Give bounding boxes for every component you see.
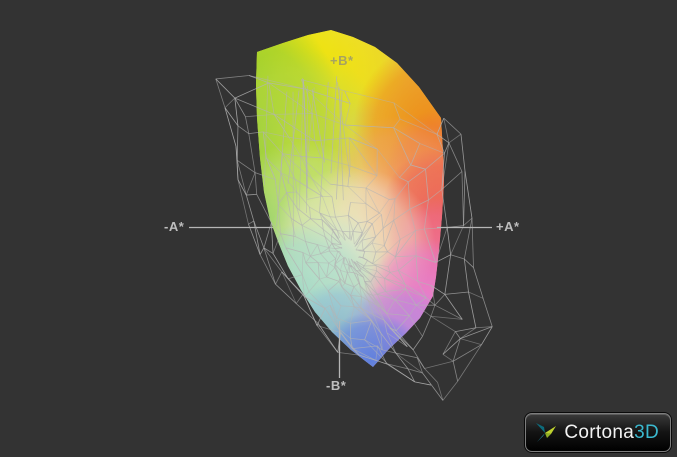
axis-label-minus-a: -A* xyxy=(164,219,185,234)
logo-text-suffix: 3D xyxy=(634,421,659,443)
axis-label-minus-b: -B* xyxy=(326,378,347,393)
reference-gamut-wireframe xyxy=(215,75,493,401)
logo-text-main: Cortona xyxy=(564,421,635,443)
cortona3d-logo-badge[interactable]: Cortona3D xyxy=(525,413,671,452)
cortona3d-pinwheel-icon xyxy=(533,420,559,446)
logo-text: Cortona3D xyxy=(564,422,659,444)
axis-label-plus-a: +A* xyxy=(496,219,520,234)
axis-label-plus-b: +B* xyxy=(330,53,354,68)
